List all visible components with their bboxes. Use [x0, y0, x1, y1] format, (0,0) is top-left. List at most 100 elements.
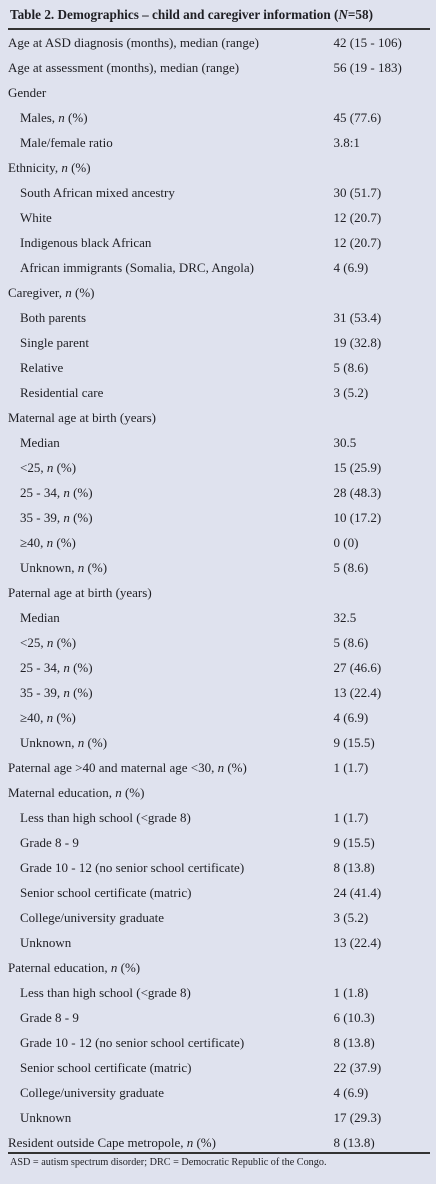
row-value: 8 (13.8) — [333, 860, 375, 875]
row-label-n: n — [46, 635, 54, 650]
table-row: 35 - 39, n (%) 13 (22.4) — [8, 680, 430, 705]
table-row: Paternal age >40 and maternal age <30, n… — [8, 755, 430, 780]
row-label-text: Paternal education, — [8, 960, 111, 975]
row-label-n: n — [115, 785, 122, 800]
row-label-text: Paternal age at birth (years) — [8, 585, 152, 600]
row-label: Age at assessment (months), median (rang… — [8, 55, 334, 80]
row-value — [334, 405, 430, 430]
row-label: Age at ASD diagnosis (months), median (r… — [8, 30, 334, 55]
row-value: 27 (46.6) — [333, 660, 382, 675]
table-row: Ethnicity, n (%) — [8, 155, 430, 180]
row-label-text: Caregiver, — [8, 285, 66, 300]
table-row: Indigenous black African 12 (20.7) — [8, 230, 430, 255]
row-label: Paternal age >40 and maternal age <30, n… — [8, 755, 334, 780]
row-label-text: Less than high school (<grade 8) — [20, 810, 191, 825]
row-value — [334, 80, 430, 105]
row-label: Maternal age at birth (years) — [8, 405, 334, 430]
row-label-suffix: (%) — [69, 485, 93, 500]
row-label-text: Males, — [20, 110, 59, 125]
row-label-text: African immigrants (Somalia, DRC, Angola… — [20, 260, 254, 275]
table-row: Relative 5 (8.6) — [8, 355, 430, 380]
row-label: 25 - 34, n (%) — [8, 655, 334, 680]
row-label-suffix: (%) — [224, 760, 247, 775]
table-row: White 12 (20.7) — [8, 205, 430, 230]
row-label-text: ≥40, — [20, 710, 47, 725]
row-value: 15 (25.9) — [333, 460, 382, 475]
row-label: Unknown, n (%) — [8, 555, 334, 580]
table-row: Males, n (%) 45 (77.6) — [8, 105, 430, 130]
row-value: 4 (6.9) — [333, 260, 369, 275]
table-row: Age at ASD diagnosis (months), median (r… — [8, 30, 430, 55]
row-label-text: Indigenous black African — [20, 235, 152, 250]
row-label: Single parent — [8, 330, 334, 355]
row-label-text: Maternal age at birth (years) — [8, 410, 156, 425]
row-label-text: Grade 8 - 9 — [20, 835, 79, 850]
table-row: 35 - 39, n (%) 10 (17.2) — [8, 505, 430, 530]
row-label: ≥40, n (%) — [8, 705, 334, 730]
row-label: <25, n (%) — [8, 455, 334, 480]
table-row: Single parent 19 (32.8) — [8, 330, 430, 355]
row-label-n: n — [46, 460, 54, 475]
table-body: Age at ASD diagnosis (months), median (r… — [8, 30, 430, 1155]
table-row: Maternal education, n (%) — [8, 780, 430, 805]
table-row: Grade 8 - 9 6 (10.3) — [8, 1005, 430, 1030]
row-label-suffix: (%) — [67, 160, 91, 175]
row-value — [334, 155, 430, 180]
table-row: ≥40, n (%) 0 (0) — [8, 530, 430, 555]
row-label: African immigrants (Somalia, DRC, Angola… — [8, 255, 334, 280]
row-label: College/university graduate — [8, 905, 334, 930]
row-label-n: n — [186, 1135, 194, 1150]
table-row: <25, n (%) 5 (8.6) — [8, 630, 430, 655]
row-label: Less than high school (<grade 8) — [8, 980, 334, 1005]
row-label: Both parents — [8, 305, 334, 330]
row-value: 9 (15.5) — [333, 835, 375, 850]
row-value: 12 (20.7) — [333, 210, 382, 225]
row-value: 5 (8.6) — [333, 360, 369, 375]
row-label-text: Unknown — [20, 935, 72, 950]
table-title-n: N — [338, 7, 348, 22]
row-label-n: n — [46, 535, 54, 550]
row-label-text: Unknown — [20, 1110, 72, 1125]
row-label-n: n — [77, 735, 85, 750]
row-label-text: ≥40, — [20, 535, 47, 550]
row-value: 9 (15.5) — [333, 735, 375, 750]
row-value — [334, 780, 430, 805]
row-label-text: Median — [20, 435, 60, 450]
row-label: Less than high school (<grade 8) — [8, 805, 334, 830]
row-label-text: College/university graduate — [20, 1085, 165, 1100]
row-label: Indigenous black African — [8, 230, 334, 255]
table-row: Age at assessment (months), median (rang… — [8, 55, 430, 80]
row-label: Senior school certificate (matric) — [8, 880, 334, 905]
row-value: 31 (53.4) — [333, 310, 382, 325]
row-label-text: 25 - 34, — [20, 485, 64, 500]
row-label-n: n — [217, 760, 225, 775]
row-label: College/university graduate — [8, 1080, 334, 1105]
table-row: Grade 10 - 12 (no senior school certific… — [8, 1030, 430, 1055]
row-value: 24 (41.4) — [333, 885, 382, 900]
row-label-text: College/university graduate — [20, 910, 165, 925]
row-label-suffix: (%) — [84, 735, 108, 750]
row-label: <25, n (%) — [8, 630, 334, 655]
row-label-text: Resident outside Cape metropole, — [8, 1135, 187, 1150]
row-value: 30.5 — [333, 435, 357, 450]
row-value: 45 (77.6) — [333, 110, 382, 125]
row-label-suffix: (%) — [69, 510, 93, 525]
table-row: African immigrants (Somalia, DRC, Angola… — [8, 255, 430, 280]
row-value: 3.8:1 — [333, 135, 360, 150]
table-row: 25 - 34, n (%) 28 (48.3) — [8, 480, 430, 505]
demographics-table: Age at ASD diagnosis (months), median (r… — [8, 30, 430, 1155]
row-label-suffix: (%) — [71, 285, 95, 300]
table-row: Male/female ratio 3.8:1 — [8, 130, 430, 155]
row-label: Median — [8, 605, 334, 630]
table-row: Less than high school (<grade 8) 1 (1.7) — [8, 805, 430, 830]
table-row: Maternal age at birth (years) — [8, 405, 430, 430]
row-value: 13 (22.4) — [333, 935, 382, 950]
row-label: Grade 10 - 12 (no senior school certific… — [8, 1030, 334, 1055]
table-row: Median 32.5 — [8, 605, 430, 630]
row-value: 6 (10.3) — [333, 1010, 375, 1025]
row-label: Male/female ratio — [8, 130, 334, 155]
row-label-suffix: (%) — [53, 635, 77, 650]
row-label-suffix: (%) — [121, 785, 145, 800]
table-row: Caregiver, n (%) — [8, 280, 430, 305]
row-value: 10 (17.2) — [333, 510, 382, 525]
